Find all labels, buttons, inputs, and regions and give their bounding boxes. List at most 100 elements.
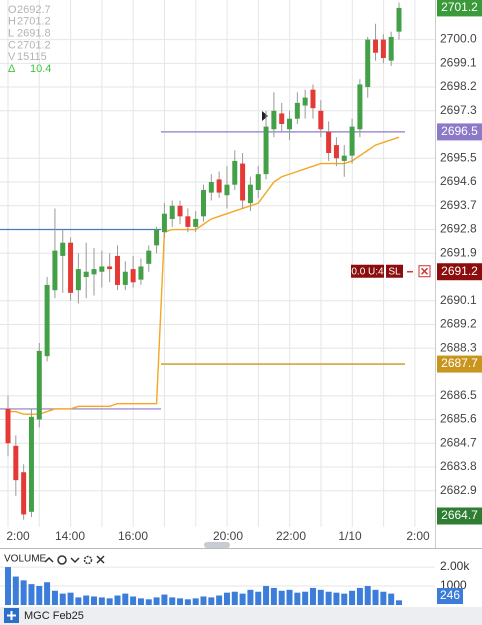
volume-tick-label: 2.00k (440, 559, 470, 573)
volume-bar (200, 596, 207, 605)
order-type-bg (386, 264, 403, 278)
add-icon (7, 611, 16, 620)
candle-body (318, 110, 324, 130)
candle-body (52, 250, 58, 291)
price-tag: 2691.2 (441, 264, 478, 278)
y-tick-label: 2694.6 (440, 174, 477, 188)
volume-bar (75, 597, 82, 605)
legend-key: C (8, 39, 16, 51)
icon-down[interactable] (70, 557, 80, 564)
price-tag: 2687.7 (441, 356, 478, 370)
candle-body (68, 242, 74, 293)
icon-settings[interactable] (83, 555, 93, 565)
candle-body (130, 269, 136, 283)
candle-body (60, 242, 66, 256)
volume-bar (184, 599, 191, 605)
candle-body (232, 160, 238, 185)
candle-body (91, 269, 97, 275)
y-tick-label: 2682.9 (440, 483, 477, 497)
volume-bar (223, 592, 230, 605)
volume-bar (341, 593, 348, 605)
legend-key: Δ (8, 63, 16, 75)
volume-bar (137, 598, 144, 605)
candle-body (114, 255, 120, 285)
x-tick-label: 20:00 (213, 529, 243, 543)
volume-bar (5, 567, 11, 605)
volume-tag: 246 (440, 588, 460, 602)
order-type: SL (388, 266, 401, 277)
volume-bar (12, 576, 19, 605)
price-tag-bg (437, 0, 482, 17)
y-tick-label: 2690.1 (440, 293, 477, 307)
order-cancel[interactable] (418, 265, 431, 278)
volume-bar (372, 589, 379, 605)
volume-bar (388, 593, 395, 605)
candle-body (341, 155, 347, 161)
legend-value: 2701.2 (17, 16, 51, 28)
candle-body (83, 271, 89, 278)
volume-bar (317, 589, 324, 605)
candle-body (28, 416, 34, 512)
legend-value: 2692.7 (17, 4, 51, 16)
volume-bar (216, 595, 223, 605)
legend-key: L (8, 28, 14, 40)
scroll-handle[interactable] (204, 542, 230, 548)
price-tag-bg (437, 355, 482, 373)
volume-title: VOLUME (4, 554, 47, 565)
candle-body (357, 84, 363, 130)
candle-body (169, 205, 175, 219)
volume-bar (333, 592, 340, 605)
y-tick-label: 2699.1 (440, 55, 477, 69)
icon-up[interactable] (44, 556, 54, 563)
price-tag: 2696.5 (441, 124, 478, 138)
candle-body (193, 218, 199, 227)
volume-bar (130, 596, 137, 605)
volume-bar (396, 600, 402, 605)
volume-bar (122, 593, 129, 605)
y-tick-label: 2693.7 (440, 198, 477, 212)
footer-bar (0, 607, 482, 625)
icon-eye[interactable] (57, 555, 67, 565)
x-tick-label: 2:00 (406, 529, 430, 543)
volume-bar (270, 587, 277, 605)
y-tick-label: 2689.2 (440, 317, 477, 331)
price-tag: 2664.7 (441, 508, 478, 522)
volume-bar (177, 598, 184, 605)
x-tick-label: 2:00 (6, 529, 30, 543)
volume-bar (278, 590, 285, 605)
volume-bar (51, 590, 58, 605)
volume-bar (59, 593, 66, 605)
y-tick-label: 2685.6 (440, 412, 477, 426)
candle-body (107, 266, 113, 270)
candle-body (138, 266, 144, 280)
volume-toolbar (44, 555, 105, 565)
volume-bar (247, 589, 254, 605)
y-tick-label: 2700.0 (440, 32, 477, 46)
icon-close[interactable] (96, 555, 105, 564)
legend-value: 2701.2 (17, 39, 51, 51)
candle-body (294, 102, 300, 119)
y-tick-label: 2695.5 (440, 150, 477, 164)
candle-body (224, 184, 230, 196)
candle-body (201, 189, 206, 217)
volume-bar (161, 594, 168, 605)
x-tick-label: 1/10 (338, 529, 362, 543)
candle-body (302, 97, 308, 106)
candle-body (99, 266, 105, 272)
legend-key: H (8, 16, 16, 28)
candle-body (36, 350, 42, 420)
order-qty: 0.0 U:4 (351, 266, 384, 277)
price-tag-bg (437, 507, 482, 525)
y-tick-label: 2692.8 (440, 222, 477, 236)
candle-body (333, 145, 339, 159)
order-qty-bg (351, 264, 384, 278)
order-cancel-x (420, 267, 429, 275)
volume-bar (44, 582, 51, 605)
symbol-label[interactable]: MGC Feb25 (24, 610, 84, 622)
volume-bar (231, 591, 238, 605)
candle-body (365, 39, 371, 88)
y-tick-label: 2683.8 (440, 459, 477, 473)
volume-bar (325, 591, 332, 605)
